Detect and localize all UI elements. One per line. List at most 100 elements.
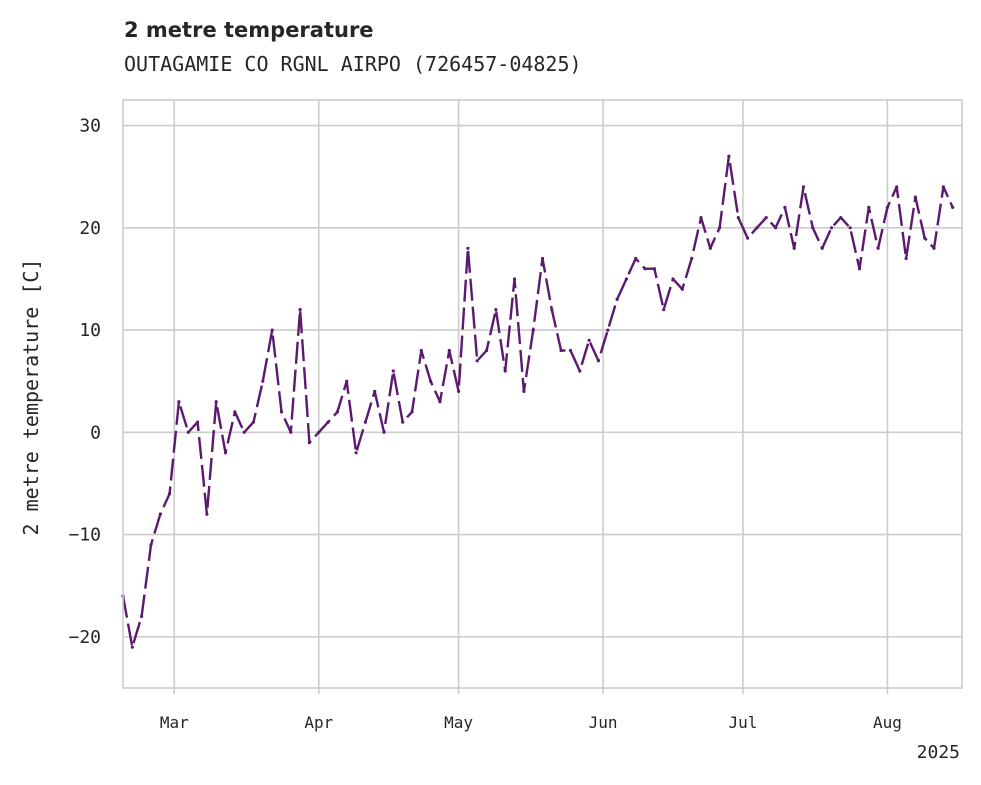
data-point <box>746 236 750 240</box>
data-point <box>904 256 908 261</box>
data-point <box>289 430 293 434</box>
data-point <box>158 512 162 516</box>
data-point <box>522 389 526 393</box>
data-point <box>168 492 172 496</box>
x-tick-label: Jul <box>728 713 757 732</box>
data-point <box>624 277 629 281</box>
data-point <box>801 185 806 189</box>
data-point <box>503 369 507 373</box>
data-point <box>727 154 731 158</box>
grid-lines <box>123 100 962 688</box>
data-point <box>475 359 479 363</box>
data-point <box>596 359 601 363</box>
x-tick-label: Apr <box>304 713 333 732</box>
data-point <box>718 226 722 230</box>
data-point <box>755 226 759 230</box>
y-tick-label: 20 <box>79 218 101 239</box>
data-point <box>680 287 684 291</box>
x-axis-year-label: 2025 <box>917 742 960 763</box>
data-point <box>391 369 395 373</box>
data-point <box>867 205 871 209</box>
data-point <box>335 410 339 414</box>
data-point <box>876 246 880 250</box>
data-point <box>233 410 237 414</box>
x-tick-label: Mar <box>160 713 189 732</box>
data-point <box>512 277 517 281</box>
x-tick-label: May <box>444 713 473 732</box>
x-axis-ticks: Mar Apr May Jun Jul Aug <box>160 688 902 732</box>
data-point <box>438 400 442 404</box>
data-point <box>783 205 787 209</box>
data-point <box>913 195 918 199</box>
data-point <box>261 379 265 383</box>
data-point <box>531 328 535 332</box>
data-point <box>540 256 545 261</box>
data-point <box>485 348 489 353</box>
data-point <box>634 256 638 261</box>
data-point <box>792 246 796 250</box>
data-point <box>820 246 824 250</box>
y-tick-label: −10 <box>68 525 101 546</box>
y-tick-label: 10 <box>79 320 101 341</box>
data-point <box>223 451 228 455</box>
data-point <box>205 512 209 516</box>
plot-frame <box>122 99 963 689</box>
data-point <box>251 420 256 424</box>
data-point <box>140 614 144 619</box>
data-point <box>774 226 778 230</box>
data-point <box>895 185 899 189</box>
y-axis-label: 2 metre temperature [C] <box>19 259 43 536</box>
data-point <box>829 226 834 230</box>
data-point <box>494 308 498 312</box>
data-point <box>345 379 349 383</box>
data-point <box>671 277 675 281</box>
data-point <box>587 338 591 342</box>
data-point <box>941 185 946 189</box>
data-point <box>764 216 768 220</box>
data-point <box>429 379 433 383</box>
data-point <box>606 328 610 332</box>
data-point <box>708 246 712 250</box>
y-tick-label: −20 <box>68 627 101 648</box>
data-point <box>214 400 218 404</box>
series-layer <box>121 154 955 649</box>
data-point <box>298 308 302 312</box>
data-point <box>466 246 470 250</box>
series-line <box>121 155 954 649</box>
data-point <box>270 328 274 332</box>
data-point <box>690 256 694 261</box>
data-point <box>457 389 461 393</box>
data-point <box>550 308 554 312</box>
data-point <box>885 205 890 209</box>
data-point <box>811 226 815 230</box>
data-point <box>279 410 284 414</box>
data-point <box>317 430 321 434</box>
data-point <box>326 420 330 424</box>
data-point <box>419 348 423 353</box>
data-point <box>382 430 386 434</box>
data-point <box>932 246 936 250</box>
data-point <box>401 420 405 424</box>
data-point <box>373 389 377 393</box>
data-point <box>615 297 619 301</box>
data-point <box>923 236 927 240</box>
data-point <box>662 308 666 312</box>
x-tick-label: Aug <box>873 713 902 732</box>
chart-title: 2 metre temperature <box>124 18 374 42</box>
data-point <box>736 216 740 220</box>
data-point <box>149 543 153 547</box>
chart-subtitle: OUTAGAMIE CO RGNL AIRPO (726457-04825) <box>124 52 582 76</box>
data-point <box>652 267 657 271</box>
data-point <box>857 267 862 271</box>
data-point <box>568 348 573 353</box>
data-point <box>307 441 311 445</box>
y-tick-label: 30 <box>79 116 101 137</box>
data-point <box>130 645 134 649</box>
data-point <box>410 410 414 414</box>
data-point <box>363 420 367 424</box>
data-point <box>643 267 647 271</box>
data-point <box>699 216 703 220</box>
data-point <box>186 430 190 434</box>
data-point <box>447 348 451 353</box>
data-point <box>177 400 181 404</box>
